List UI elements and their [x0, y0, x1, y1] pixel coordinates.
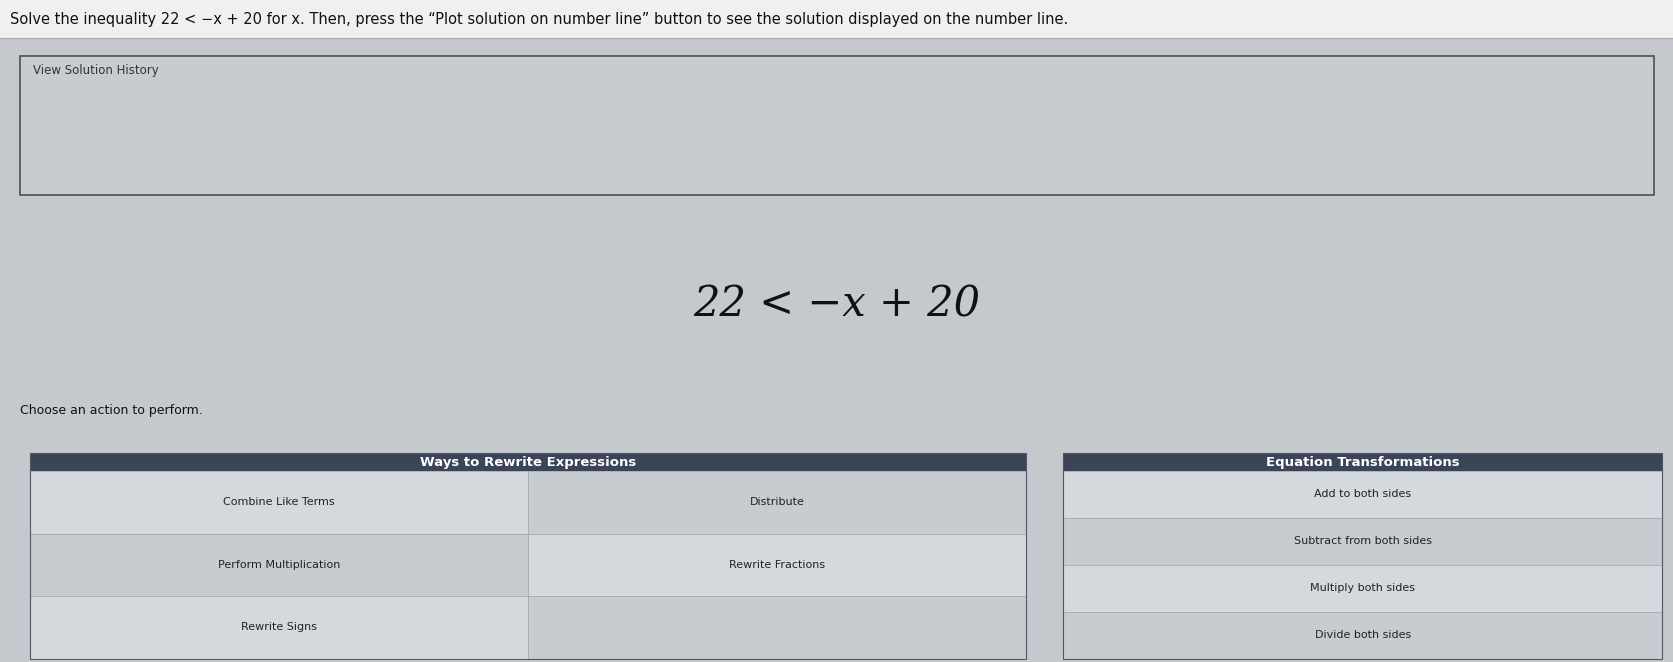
Bar — [20, 56, 1653, 195]
Bar — [529, 534, 1026, 596]
Bar — [30, 453, 1026, 659]
Bar — [30, 596, 529, 659]
Text: Rewrite Signs: Rewrite Signs — [241, 622, 316, 632]
Bar — [1062, 471, 1661, 518]
Text: Ways to Rewrite Expressions: Ways to Rewrite Expressions — [420, 455, 636, 469]
Bar — [1062, 565, 1661, 612]
Text: Combine Like Terms: Combine Like Terms — [223, 497, 335, 507]
Bar — [1062, 453, 1661, 471]
Text: Equation Transformations: Equation Transformations — [1265, 455, 1459, 469]
Text: Rewrite Fractions: Rewrite Fractions — [729, 560, 825, 570]
Text: Choose an action to perform.: Choose an action to perform. — [20, 404, 202, 417]
Text: Subtract from both sides: Subtract from both sides — [1293, 536, 1430, 546]
Text: Perform Multiplication: Perform Multiplication — [217, 560, 340, 570]
Text: 22 < −x + 20: 22 < −x + 20 — [693, 283, 980, 326]
Bar — [30, 471, 529, 534]
Text: Divide both sides: Divide both sides — [1313, 630, 1410, 640]
Bar — [1062, 453, 1661, 659]
Text: View Solution History: View Solution History — [33, 64, 159, 77]
Bar — [1062, 518, 1661, 565]
Text: Solve the inequality 22 < −x + 20 for x. Then, press the “Plot solution on numbe: Solve the inequality 22 < −x + 20 for x.… — [10, 12, 1067, 26]
Bar — [529, 596, 1026, 659]
Bar — [0, 0, 1673, 38]
Text: Multiply both sides: Multiply both sides — [1310, 583, 1414, 593]
Bar — [529, 471, 1026, 534]
Bar — [30, 453, 1026, 471]
Text: Add to both sides: Add to both sides — [1313, 489, 1410, 499]
Text: Distribute: Distribute — [750, 497, 805, 507]
Bar — [1062, 612, 1661, 659]
Bar — [30, 534, 529, 596]
